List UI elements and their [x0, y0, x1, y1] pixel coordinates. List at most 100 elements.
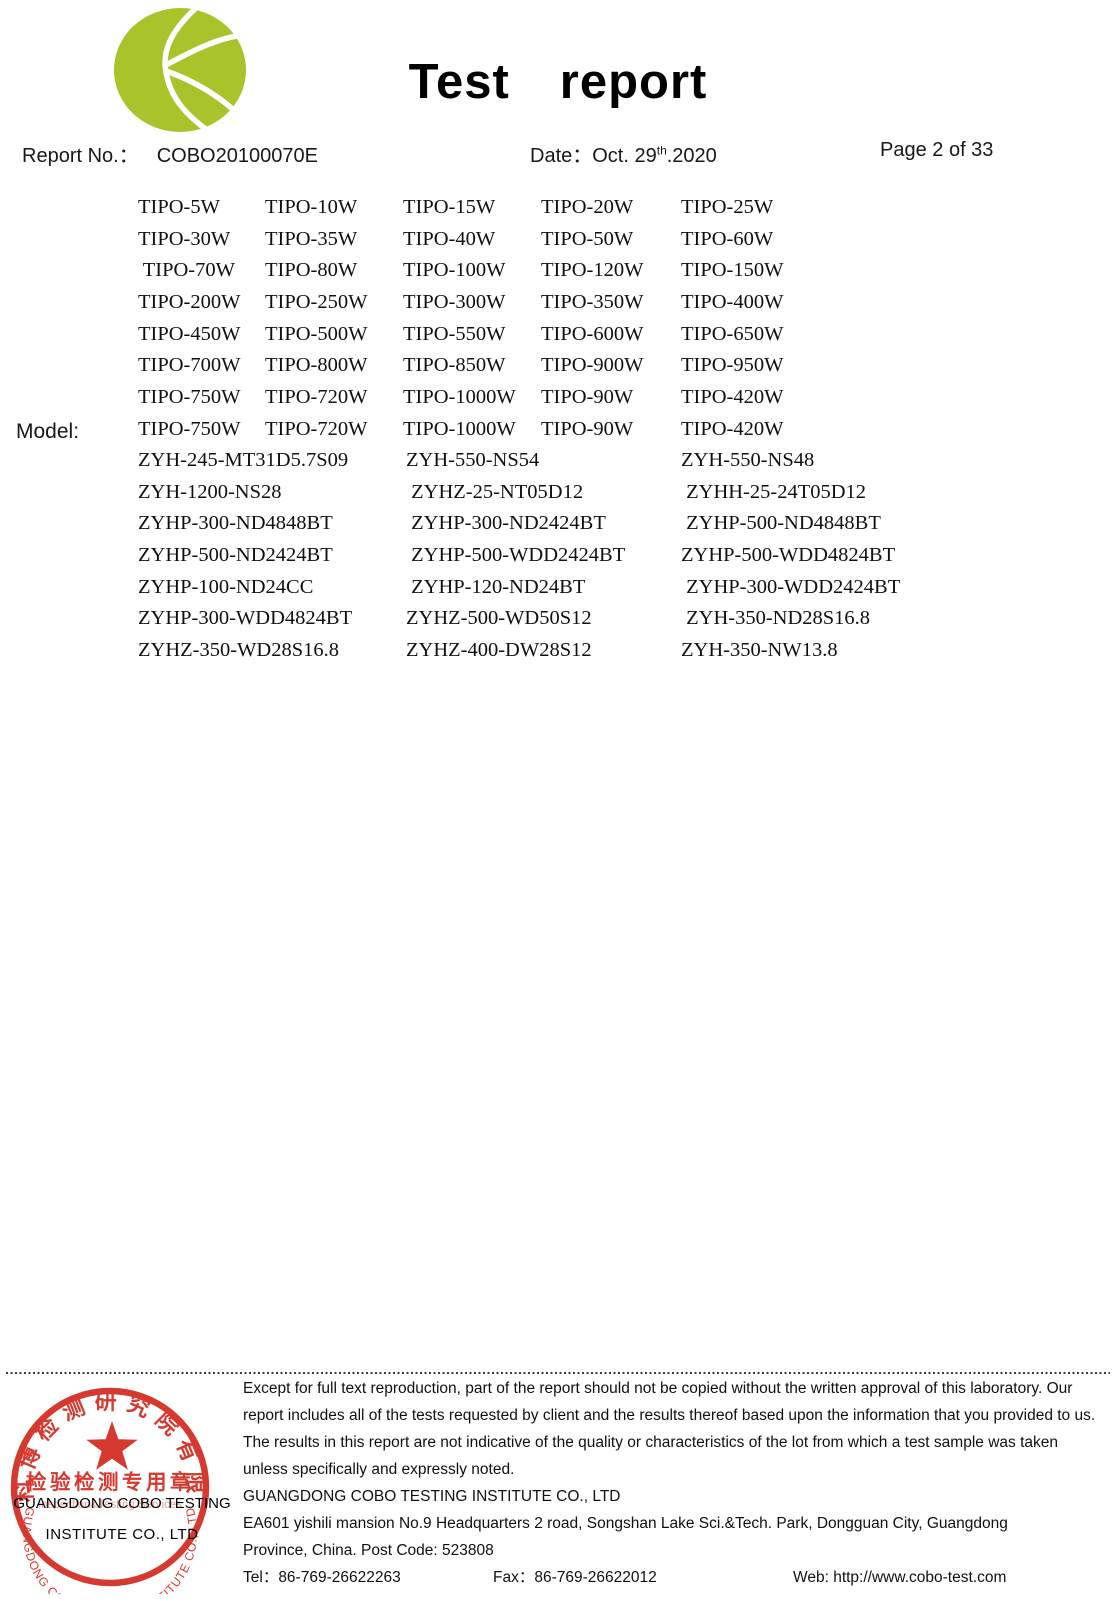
model-cell: ZYHZ-500-WD50S12 [406, 607, 592, 630]
stamp-services-text: Inspection&Testing Services [38, 1499, 182, 1511]
model-cell: TIPO-35W [265, 227, 358, 250]
model-cell: ZYH-350-NW13.8 [681, 639, 838, 662]
model-cell: TIPO-20W [541, 196, 634, 218]
model-cell: TIPO-350W [541, 291, 644, 314]
model-cell: TIPO-450W [138, 322, 241, 345]
disclaimer-line: Except for full text reproduction, part … [243, 1380, 1073, 1397]
date-ordinal-sup: th [656, 143, 667, 158]
model-cell: TIPO-40W [403, 227, 496, 250]
model-cell: ZYHP-300-WDD4824BT [138, 607, 353, 630]
model-cell: TIPO-720W [265, 386, 368, 409]
date-label: Date： [530, 145, 593, 167]
disclaimer-line: report includes all of the tests request… [243, 1407, 1096, 1424]
model-cell: TIPO-550W [403, 322, 506, 345]
report-no-line: Report No.： COBO20100070E [22, 139, 318, 168]
model-cell: TIPO-850W [403, 354, 506, 377]
model-cell: ZYH-350-ND28S16.8 [681, 607, 871, 630]
model-cell: TIPO-1000W [403, 417, 516, 440]
stamp-star-icon [86, 1421, 138, 1470]
model-cell: TIPO-100W [403, 259, 506, 282]
footer-dotted-divider [6, 1372, 1110, 1374]
model-cell: TIPO-250W [265, 291, 368, 314]
footer-tel: Tel：86-769-26622263 [243, 1569, 401, 1586]
stamp-ring [10, 1387, 210, 1587]
footer-address-line1: EA601 yishili mansion No.9 Headquarters … [243, 1515, 1008, 1532]
model-cell: TIPO-70W [138, 259, 235, 282]
model-cell: ZYHP-300-ND2424BT [406, 512, 606, 535]
page-title: Test report [408, 55, 708, 109]
model-field-label: Model: [16, 420, 80, 443]
model-cell: ZYHP-300-WDD2424BT [681, 575, 901, 598]
model-cell: TIPO-90W [541, 386, 634, 409]
model-cell: TIPO-120W [541, 259, 644, 282]
model-cell: TIPO-420W [681, 386, 784, 409]
model-cell: TIPO-30W [138, 227, 231, 250]
footer-address-line2: Province, China. Post Code: 523808 [243, 1542, 494, 1559]
model-cell: TIPO-150W [681, 259, 784, 282]
logo-leaf-shape [114, 8, 246, 132]
model-cell: ZYHZ-350-WD28S16.8 [138, 639, 339, 662]
disclaimer-line: unless specifically and expressly noted. [243, 1461, 515, 1478]
model-cell: TIPO-950W [681, 354, 784, 377]
model-cell: TIPO-500W [265, 322, 368, 345]
report-no-label: Report No.： [22, 145, 139, 167]
model-cell: TIPO-10W [265, 196, 358, 218]
model-cell: TIPO-800W [265, 354, 368, 377]
model-cell: ZYH-1200-NS28 [138, 480, 282, 503]
model-cell: ZYHP-100-ND24CC [138, 575, 314, 598]
footer-fax: Fax：86-769-26622012 [493, 1569, 657, 1586]
model-cell: TIPO-5W [138, 196, 220, 218]
model-cell: ZYHP-500-ND4848BT [681, 512, 881, 535]
logo-vein-upper [165, 32, 246, 67]
model-cell: ZYH-550-NS48 [681, 449, 815, 471]
model-cell: TIPO-900W [541, 354, 644, 377]
model-cell: TIPO-720W [265, 417, 368, 440]
model-cell: TIPO-1000W [403, 386, 516, 409]
model-cell: TIPO-750W [138, 417, 241, 440]
footer-company-overlay: GUANGDONG COBO TESTING INSTITUTE CO., LT… [2, 1496, 242, 1543]
model-cell: TIPO-50W [541, 227, 634, 250]
model-cell: TIPO-80W [265, 259, 358, 282]
model-grid-tipo: TIPO-5W TIPO-10W TIPO-15W TIPO-20W TIPO-25W T… [138, 192, 783, 446]
model-cell: ZYHH-25-24T05D12 [681, 480, 867, 503]
footer-company-name: GUANGDONG COBO TESTING INSTITUTE CO., LT… [243, 1488, 621, 1505]
logo-vein-lower [166, 69, 238, 114]
model-cell: ZYH-245-MT31D5.7S09 [138, 449, 349, 471]
date-line: Date：Oct. 29th.2020 [530, 139, 717, 168]
model-cell: ZYHP-300-ND4848BT [138, 512, 333, 535]
model-cell: ZYHP-120-ND24BT [406, 575, 586, 598]
company-logo [114, 6, 246, 135]
model-cell: TIPO-750W [138, 386, 241, 409]
model-cell: TIPO-60W [681, 227, 774, 250]
date-value: Oct. 29 [592, 145, 657, 167]
model-cell: ZYHZ-25-NT05D12 [406, 480, 584, 503]
company-seal-stamp: 广东科博检测研究院有限公司 检验检测专用章 Inspection&Testing… [8, 1384, 210, 1594]
date-year: .2020 [666, 145, 717, 167]
model-cell: ZYHP-500-ND2424BT [138, 544, 333, 567]
model-cell: TIPO-25W [681, 196, 774, 218]
model-cell: TIPO-420W [681, 417, 784, 440]
footer-company-overlay-line1: GUANGDONG COBO TESTING [13, 1495, 231, 1512]
model-cell: TIPO-300W [403, 291, 506, 314]
model-cell: TIPO-700W [138, 354, 241, 377]
report-no-value: COBO20100070E [156, 145, 318, 167]
model-cell: TIPO-200W [138, 291, 241, 314]
footer-web: Web: http://www.cobo-test.com [793, 1569, 1007, 1586]
model-cell: TIPO-90W [541, 417, 634, 440]
disclaimer-line: The results in this report are not indic… [243, 1434, 1058, 1451]
model-cell: TIPO-15W [403, 196, 496, 218]
stamp-center-cn-text: 检验检测专用章 [26, 1470, 194, 1494]
model-cell: ZYHZ-400-DW28S12 [406, 639, 592, 662]
footer-company-overlay-line2: INSTITUTE CO., LTD [45, 1526, 199, 1543]
model-cell: ZYH-550-NS54 [406, 449, 540, 471]
model-grid-zyh: ZYH-245-MT31D5.7S09 ZYH-550-NS54 ZYH-550-N… [138, 445, 900, 667]
model-cell: TIPO-650W [681, 322, 784, 345]
logo-vein-spine [162, 6, 213, 135]
footer-text-block: Except for full text reproduction, part … [243, 1375, 1111, 1591]
page-number: Page 2 of 33 [880, 139, 994, 161]
model-cell: TIPO-400W [681, 291, 784, 314]
model-cell: TIPO-600W [541, 322, 644, 345]
model-cell: ZYHP-500-WDD2424BT [406, 544, 626, 567]
model-cell: ZYHP-500-WDD4824BT [681, 544, 896, 567]
